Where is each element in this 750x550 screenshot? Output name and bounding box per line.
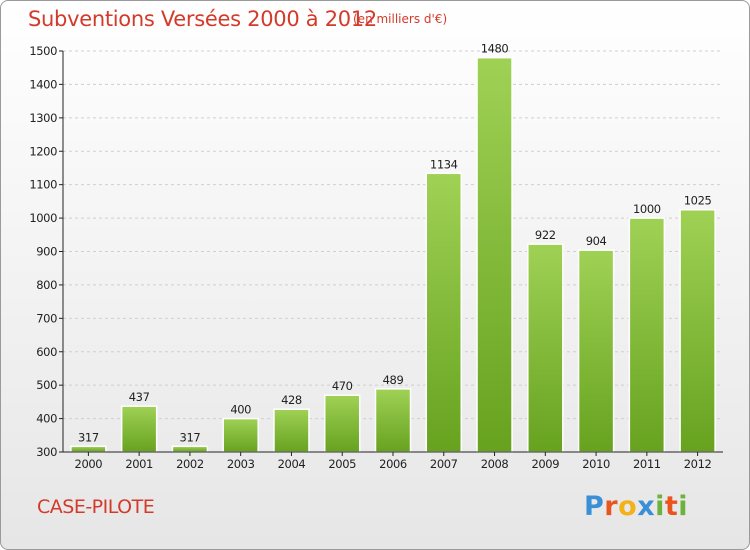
chart-title: Subventions Versées 2000 à 2012: [28, 7, 377, 31]
bar-2001: [120, 405, 158, 453]
data-label-2002: 317: [180, 430, 201, 444]
bar-2003: [222, 417, 259, 453]
bar-2010: [577, 249, 615, 453]
data-label-2005: 470: [332, 379, 353, 393]
y-tick-label: 600: [36, 345, 57, 359]
y-tick-label: 1200: [29, 144, 57, 158]
logo-letter: i: [655, 491, 665, 522]
axes: 300 400 500 600 700 800 900 1000 1100 1200 1300 140…: [29, 44, 723, 471]
bar-2009: [527, 243, 564, 453]
y-tick-label: 700: [36, 311, 57, 325]
data-label-2003: 400: [230, 403, 251, 417]
bar-2012: [679, 208, 716, 453]
logo-letter: r: [604, 491, 619, 522]
bar-2004: [273, 408, 310, 453]
logo-letter: P: [584, 491, 605, 522]
y-tick-label: 500: [36, 378, 57, 392]
data-label-2001: 437: [129, 390, 150, 404]
bar-2007: [425, 172, 463, 453]
y-tick-label: 300: [36, 445, 57, 459]
bar-2006: [374, 388, 412, 453]
bar-2002: [171, 445, 209, 453]
x-tick-label-2012: 2012: [684, 457, 712, 471]
logo-letter: t: [664, 491, 679, 522]
data-label-2006: 489: [383, 373, 404, 387]
bar-2005: [323, 394, 361, 453]
chart-subtitle: (en milliers d'€): [353, 12, 448, 26]
x-tick-label-2002: 2002: [176, 457, 204, 471]
bar-2008: [476, 56, 513, 453]
y-tick-label: 1500: [29, 44, 57, 58]
data-label-2008: 1480: [481, 42, 509, 56]
y-tick-label: 1000: [29, 211, 57, 225]
x-tick-label-2005: 2005: [328, 457, 356, 471]
data-label-2004: 428: [281, 393, 302, 407]
y-tick-label: 400: [36, 412, 57, 426]
x-tick-label-2003: 2003: [227, 457, 255, 471]
logo-letter: x: [637, 491, 656, 522]
x-tick-label-2008: 2008: [481, 457, 509, 471]
x-tick-label-2000: 2000: [75, 457, 103, 471]
x-tick-label-2007: 2007: [430, 457, 458, 471]
x-tick-label-2004: 2004: [278, 457, 306, 471]
x-tick-label-2009: 2009: [531, 457, 559, 471]
y-tick-label: 900: [36, 245, 57, 259]
y-tick-label: 800: [36, 278, 57, 292]
x-tick-label-2006: 2006: [379, 457, 407, 471]
logo-letter: o: [618, 491, 638, 522]
y-tick-label: 1100: [29, 178, 57, 192]
logo-letter: i: [678, 491, 689, 522]
data-label-2009: 922: [535, 228, 556, 242]
y-tick-label: 1400: [29, 77, 57, 91]
bars: 317 437 317 400 428 470 489 1134 1480 922 904 1000 1…: [70, 42, 716, 453]
data-label-2011: 1000: [633, 202, 661, 216]
proxiti-logo: Proxiti: [584, 491, 688, 522]
data-label-2010: 904: [586, 234, 607, 248]
bar-2011: [628, 217, 666, 453]
commune-name: CASE-PILOTE: [37, 496, 155, 518]
x-tick-label-2010: 2010: [582, 457, 610, 471]
y-tick-label: 1300: [29, 111, 57, 125]
x-tick-label-2011: 2011: [633, 457, 661, 471]
data-label-2012: 1025: [684, 194, 712, 208]
bar-2000: [70, 445, 107, 453]
data-label-2007: 1134: [430, 157, 458, 171]
x-tick-label-2001: 2001: [125, 457, 153, 471]
data-label-2000: 317: [78, 430, 99, 444]
